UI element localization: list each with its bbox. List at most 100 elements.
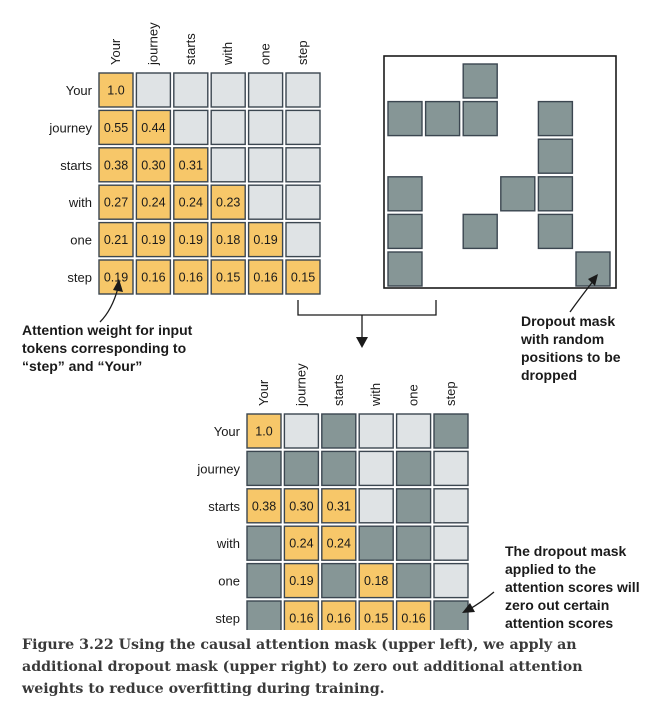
weight-cell [321, 525, 357, 561]
dropped-position [537, 176, 574, 212]
dropped-position [387, 176, 423, 212]
row-label: journey [196, 461, 240, 476]
weight-value: 0.38 [252, 499, 276, 513]
weight-value: 0.21 [104, 233, 128, 247]
masked-cell [210, 109, 246, 146]
weight-cell [135, 147, 172, 183]
weight-cell [173, 147, 209, 183]
applied-note-arrow [462, 591, 495, 613]
weight-cell [135, 259, 172, 295]
weight-cell [247, 221, 284, 258]
dropped-position [537, 100, 574, 137]
dropped-cell [395, 488, 432, 524]
dropped-cell [395, 525, 432, 561]
weight-cell [135, 184, 172, 220]
row-label: step [67, 270, 92, 285]
column-label: starts [183, 33, 198, 65]
weight-value: 0.30 [141, 158, 165, 172]
weight-cell [173, 221, 209, 258]
weight-value: 0.24 [289, 537, 313, 551]
weight-value: 0.15 [291, 271, 315, 285]
weight-value: 0.16 [327, 612, 351, 626]
masked-cell [358, 488, 394, 524]
dropout-mask-note: Dropout mask with random positions to be dr… [520, 313, 621, 383]
dropped-position [462, 63, 498, 99]
weight-cell [135, 109, 172, 146]
weight-cell [395, 600, 432, 630]
weight-value: 0.16 [179, 271, 203, 285]
figure-caption: Figure 3.22 Using the causal attention m… [22, 637, 583, 697]
weight-cell [358, 562, 394, 599]
attention-dropout-figure: Your journey starts with one step Your 1.0 journ… [22, 22, 640, 630]
weight-value: 0.19 [179, 233, 203, 247]
masked-cell [173, 109, 209, 146]
weight-cell [246, 413, 282, 449]
weight-cell [210, 259, 246, 295]
weight-value: 0.24 [141, 196, 165, 210]
dropped-position [575, 251, 611, 287]
weight-value: 1.0 [107, 84, 124, 98]
attention-weight-note: Attention weight for input tokens corresp… [22, 322, 193, 374]
annotations: Attention weight for input tokens corresp… [22, 313, 640, 630]
dropped-position [424, 100, 461, 137]
dropped-cell [246, 600, 282, 630]
column-label: journey [293, 363, 308, 407]
causal-attention-matrix: Your journey starts with one step Your 1.0 journ… [48, 22, 321, 295]
column-label: one [406, 384, 421, 406]
masked-cell [285, 72, 321, 108]
weight-value: 0.23 [216, 196, 240, 210]
weight-cell [247, 259, 284, 295]
column-label: one [258, 43, 273, 65]
weight-cell [210, 184, 246, 220]
weight-value: 0.18 [364, 574, 388, 588]
dropout-note-arrow [569, 274, 598, 313]
masked-cell [247, 72, 284, 108]
row-label: starts [60, 158, 92, 173]
column-label: with [220, 42, 235, 66]
dropped-cell [395, 562, 432, 599]
masked-cell [395, 413, 432, 449]
dropout-mask-frame [383, 55, 617, 289]
row-label: starts [208, 499, 240, 514]
dropped-cell [321, 413, 357, 449]
dropped-cell [283, 450, 320, 487]
weight-cell [283, 562, 320, 599]
row-label: one [218, 574, 240, 589]
weight-value: 0.15 [216, 271, 240, 285]
dropped-cell [321, 450, 357, 487]
weight-value: 0.24 [327, 537, 351, 551]
weight-value: 0.18 [216, 233, 240, 247]
masked-cell [210, 72, 246, 108]
weight-cell [285, 259, 321, 295]
dropout-applied-note: The dropout mask applied to the attention … [505, 543, 640, 630]
dropped-cell [358, 525, 394, 561]
merge-connector [297, 300, 437, 348]
dropped-position [387, 100, 423, 137]
weight-cell [283, 525, 320, 561]
masked-cell [433, 525, 469, 561]
masked-cell [285, 109, 321, 146]
weight-value: 0.16 [253, 271, 277, 285]
masked-cell [285, 184, 321, 220]
masked-cell [285, 221, 321, 258]
dropped-cell [246, 562, 282, 599]
dropped-cell [246, 450, 282, 487]
dropped-position [500, 176, 536, 212]
weight-value: 0.55 [104, 121, 128, 135]
dropped-cell [433, 413, 469, 449]
weight-value: 0.27 [104, 196, 128, 210]
column-label: starts [331, 374, 346, 406]
weight-value: 0.19 [104, 271, 128, 285]
weight-cell [98, 109, 134, 146]
weight-cell [98, 147, 134, 183]
dropped-cell [395, 450, 432, 487]
dropped-cell [246, 525, 282, 561]
dropped-position [387, 213, 423, 250]
weight-value: 1.0 [255, 425, 272, 439]
weight-value: 0.38 [104, 158, 128, 172]
weight-cell [283, 488, 320, 524]
masked-cell [433, 450, 469, 487]
row-label: Your [214, 424, 241, 439]
weight-cell [358, 600, 394, 630]
masked-cell [173, 72, 209, 108]
